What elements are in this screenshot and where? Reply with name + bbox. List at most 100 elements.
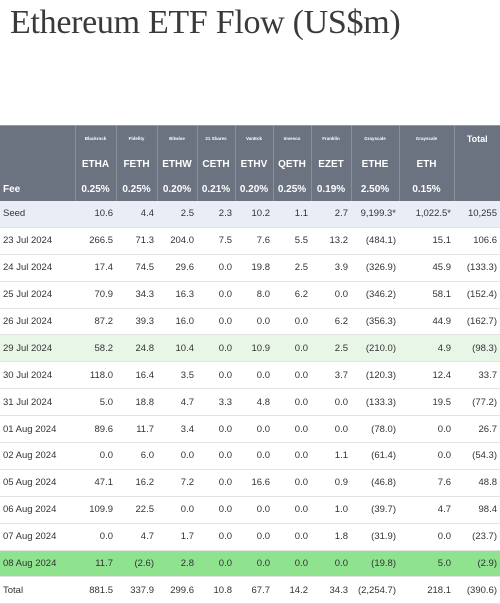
flow-value: 0.0	[197, 334, 235, 363]
flow-value: 0.0	[197, 281, 235, 309]
flow-value: 4.8	[235, 388, 273, 417]
flow-value: 0.0	[273, 388, 311, 417]
fee-label: Fee	[0, 177, 75, 201]
flow-value: 0.0	[273, 361, 311, 390]
total-row: Total 881.5 337.9 299.6 10.8 67.7 14.2 34.3 (2,2…	[0, 576, 500, 604]
issuer-header: Franklin	[310, 125, 351, 152]
flow-value: 0.0	[311, 415, 351, 444]
flow-value: 7.6	[235, 227, 273, 255]
table-row: 31 Jul 2024 5.0 18.8 4.7 3.3 4.8 0.0 0.0 (133.3)…	[0, 388, 500, 417]
flow-value: 0.0	[273, 496, 311, 524]
flow-value: 34.3	[311, 576, 351, 604]
issuer-header: Grayscale	[398, 125, 454, 152]
flow-value: 4.9	[399, 334, 454, 363]
flow-value: (356.3)	[351, 308, 399, 336]
table-row: 02 Aug 2024 0.0 6.0 0.0 0.0 0.0 0.0 1.1 (61.4) 0.…	[0, 442, 500, 470]
flow-value: 5.0	[75, 388, 116, 417]
table-row: 26 Jul 2024 87.2 39.3 16.0 0.0 0.0 0.0 6.2 (356.…	[0, 308, 500, 336]
row-label: Total	[0, 576, 75, 604]
flow-value: 1.0	[311, 496, 351, 524]
table-row: 23 Jul 2024 266.5 71.3 204.0 7.5 7.6 5.5 13.2 (4…	[0, 227, 500, 255]
flow-value: (98.3)	[454, 334, 500, 363]
ticker-header: ETHW	[156, 152, 197, 177]
flow-value: 74.5	[116, 254, 157, 282]
table-row: 30 Jul 2024 118.0 16.4 3.5 0.0 0.0 0.0 3.7 (120.…	[0, 361, 500, 390]
flow-value: 0.0	[235, 361, 273, 390]
issuer-header: VanEck	[234, 125, 273, 152]
flow-value: 33.7	[454, 361, 500, 390]
ticker-header: ETH	[398, 152, 454, 177]
flow-value: 7.6	[399, 469, 454, 497]
fee-row: Fee 0.25% 0.25% 0.20% 0.21% 0.20% 0.25% 0.19% 2.…	[0, 177, 500, 201]
total-header: Total	[453, 125, 500, 152]
flow-value: 7.5	[197, 227, 235, 255]
row-label: 23 Jul 2024	[0, 227, 75, 255]
flow-value: 44.9	[399, 308, 454, 336]
ticker-header: ETHE	[350, 152, 399, 177]
flow-value: (2.6)	[116, 550, 157, 578]
ticker-header: FETH	[115, 152, 157, 177]
row-label: Seed	[0, 201, 75, 228]
row-label: 01 Aug 2024	[0, 415, 75, 444]
ticker-header: CETH	[196, 152, 235, 177]
flow-value: 109.9	[75, 496, 116, 524]
flow-value: 12.4	[399, 361, 454, 390]
etf-flow-table: Blackrock Fidelity Bitwise 21 Shares VanEck I…	[0, 125, 500, 604]
flow-value: 1.1	[273, 201, 311, 228]
flow-value: 0.0	[157, 442, 197, 470]
flow-value: 3.4	[157, 415, 197, 444]
flow-value: (326.9)	[351, 254, 399, 282]
flow-value: 106.6	[454, 227, 500, 255]
flow-value: (162.7)	[454, 308, 500, 336]
row-label: 06 Aug 2024	[0, 496, 75, 524]
flow-value: 16.3	[157, 281, 197, 309]
flow-value: (346.2)	[351, 281, 399, 309]
flow-value: 89.6	[75, 415, 116, 444]
flow-value: 118.0	[75, 361, 116, 390]
flow-value: 5.0	[399, 550, 454, 578]
flow-value: (31.9)	[351, 523, 399, 551]
flow-value: 0.0	[197, 361, 235, 390]
flow-value: 29.6	[157, 254, 197, 282]
flow-value: 204.0	[157, 227, 197, 255]
flow-value: 218.1	[399, 576, 454, 604]
flow-value: 0.0	[399, 415, 454, 444]
ticker-header: EZET	[310, 152, 351, 177]
flow-value: 4.7	[116, 523, 157, 551]
flow-value: 0.0	[197, 550, 235, 578]
table-row: 06 Aug 2024 109.9 22.5 0.0 0.0 0.0 0.0 1.0 (39.7…	[0, 496, 500, 524]
flow-value: 0.0	[311, 550, 351, 578]
flow-value: 10,255	[454, 201, 500, 228]
flow-value: 24.8	[116, 334, 157, 363]
flow-value: 0.0	[197, 415, 235, 444]
flow-value: 0.0	[197, 523, 235, 551]
flow-value: 3.9	[311, 254, 351, 282]
flow-value: 5.5	[273, 227, 311, 255]
flow-value: 1.7	[157, 523, 197, 551]
flow-value: 4.4	[116, 201, 157, 228]
flow-value: 0.0	[399, 442, 454, 470]
table-row: 29 Jul 2024 58.2 24.8 10.4 0.0 10.9 0.0 2.5 (210…	[0, 334, 500, 363]
flow-value: 19.5	[399, 388, 454, 417]
flow-value: 0.0	[235, 308, 273, 336]
flow-value: 0.0	[273, 308, 311, 336]
flow-value: 17.4	[75, 254, 116, 282]
ticker-header: ETHV	[234, 152, 273, 177]
row-label: 24 Jul 2024	[0, 254, 75, 282]
ticker-header: ETHA	[74, 152, 116, 177]
flow-value: 45.9	[399, 254, 454, 282]
flow-value: 9,199.3*	[351, 201, 399, 228]
flow-value: 299.6	[157, 576, 197, 604]
flow-value: 0.0	[197, 469, 235, 497]
flow-value: 3.7	[311, 361, 351, 390]
fee-total-blank	[453, 177, 500, 201]
table-row: 08 Aug 2024 11.7 (2.6) 2.8 0.0 0.0 0.0 0.0 (19.8…	[0, 550, 500, 578]
flow-value: 71.3	[116, 227, 157, 255]
flow-value: 0.0	[273, 442, 311, 470]
issuer-header: Bitwise	[156, 125, 197, 152]
flow-value: 0.0	[273, 415, 311, 444]
flow-value: 16.0	[157, 308, 197, 336]
flow-value: 8.0	[235, 281, 273, 309]
flow-value: 6.2	[311, 308, 351, 336]
flow-value: (152.4)	[454, 281, 500, 309]
